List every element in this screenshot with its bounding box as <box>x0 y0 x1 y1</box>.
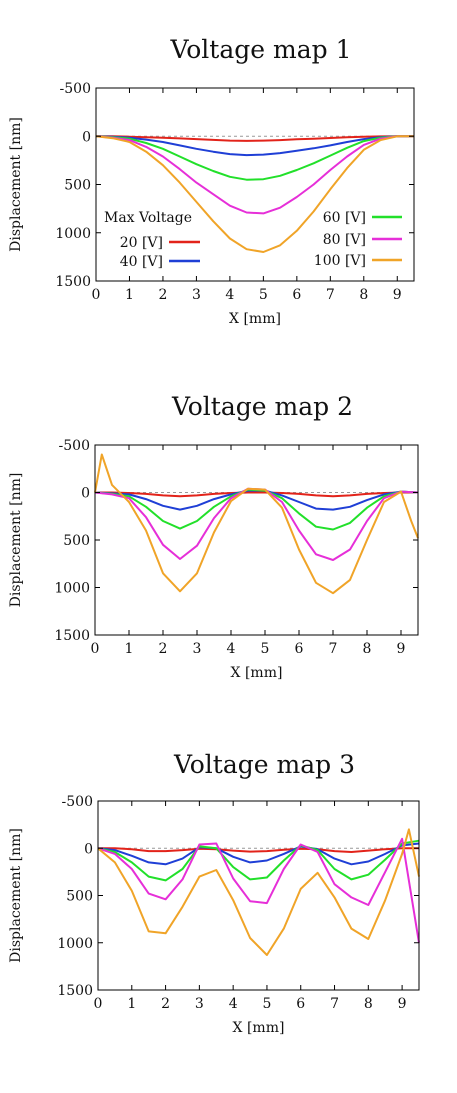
x-tick-label: 1 <box>127 996 136 1012</box>
plot-frame <box>97 800 420 991</box>
legend-title: Max Voltage <box>104 210 192 226</box>
legend-label: 40 [V] <box>120 254 163 270</box>
x-tick-label: 4 <box>227 641 236 657</box>
x-tick-label: 2 <box>159 641 168 657</box>
x-tick-label: 4 <box>225 287 234 303</box>
x-axis-label: X [mm] <box>231 665 283 681</box>
series-line-20v <box>95 491 418 498</box>
chart-title: Voltage map 3 <box>173 750 355 779</box>
x-tick-label: 6 <box>296 996 305 1012</box>
y-axis-label: Displacement [nm] <box>8 828 24 963</box>
x-tick-label: 0 <box>94 996 103 1012</box>
x-axis-label: X [mm] <box>229 311 281 327</box>
x-tick-label: 3 <box>192 287 201 303</box>
series-line-100v <box>95 135 414 253</box>
y-tick-label: 500 <box>64 178 91 194</box>
x-tick-label: 5 <box>262 996 271 1012</box>
y-tick-label: 1000 <box>54 581 90 597</box>
series-line-60v <box>94 488 419 531</box>
legend-label: 80 [V] <box>323 232 366 248</box>
x-tick-label: 7 <box>329 641 338 657</box>
y-tick-label: 0 <box>81 486 90 502</box>
series-line-60v <box>97 839 420 882</box>
series-line-80v <box>97 837 420 943</box>
y-tick-label: 1500 <box>55 274 91 290</box>
series-line-80v <box>95 135 414 215</box>
y-axis-label: Displacement [nm] <box>8 117 24 252</box>
legend-label: 100 [V] <box>314 253 366 269</box>
x-tick-label: 2 <box>161 996 170 1012</box>
y-tick-label: 0 <box>84 841 93 857</box>
chart-title: Voltage map 1 <box>170 35 352 64</box>
legend-label: 60 [V] <box>323 210 366 226</box>
x-tick-label: 5 <box>259 287 268 303</box>
x-tick-label: 9 <box>393 287 402 303</box>
plot-frame <box>95 87 415 282</box>
x-tick-label: 5 <box>261 641 270 657</box>
chart-title: Voltage map 2 <box>171 392 353 421</box>
chart-3: Voltage map 3 0 1 2 3 4 5 6 7 8 9 -500 0 500 1000 1500 X… <box>8 750 420 1036</box>
series-line-40v <box>95 135 414 157</box>
x-tick-label: 9 <box>398 996 407 1012</box>
x-tick-label: 1 <box>125 641 134 657</box>
x-tick-label: 8 <box>363 641 372 657</box>
series-line-20v <box>96 135 414 142</box>
y-tick-label: 1000 <box>57 936 93 952</box>
x-tick-label: 0 <box>91 641 100 657</box>
x-tick-label: 7 <box>330 996 339 1012</box>
x-tick-label: 3 <box>193 641 202 657</box>
x-tick-label: 6 <box>295 641 304 657</box>
series-line-40v <box>97 842 420 866</box>
y-tick-label: 1000 <box>55 226 91 242</box>
y-tick-label: 500 <box>66 889 93 905</box>
x-tick-label: 4 <box>229 996 238 1012</box>
series-line-20v <box>98 847 419 853</box>
chart-2: Voltage map 2 0 1 2 3 4 5 6 7 8 9 -500 0 500 1000 1500 X… <box>8 392 419 681</box>
y-tick-label: 0 <box>82 129 91 145</box>
y-tick-label: 1500 <box>54 628 90 644</box>
x-tick-label: 6 <box>292 287 301 303</box>
y-axis-label: Displacement [nm] <box>8 473 24 608</box>
x-tick-label: 0 <box>92 287 101 303</box>
x-tick-label: 8 <box>364 996 373 1012</box>
x-tick-label: 2 <box>158 287 167 303</box>
series-line-100v <box>94 453 419 595</box>
legend-label: 20 [V] <box>120 235 163 251</box>
plot-frame <box>94 444 419 636</box>
chart-1: Voltage map 1 0 1 2 3 4 5 6 7 8 9 -500 0 500 1000 1500 X… <box>8 35 415 327</box>
y-tick-label: -500 <box>59 438 90 454</box>
x-tick-label: 8 <box>359 287 368 303</box>
y-tick-label: -500 <box>62 794 93 810</box>
x-tick-label: 9 <box>397 641 406 657</box>
y-tick-label: 1500 <box>57 983 93 999</box>
y-tick-label: 500 <box>63 533 90 549</box>
x-tick-label: 3 <box>195 996 204 1012</box>
x-axis-label: X [mm] <box>233 1020 285 1036</box>
x-tick-label: 1 <box>125 287 134 303</box>
series-line-60v <box>95 135 414 181</box>
y-tick-label: -500 <box>60 81 91 97</box>
x-tick-label: 7 <box>326 287 335 303</box>
series-line-100v <box>97 828 420 956</box>
legend: Max Voltage 20 [V] 40 [V] 60 [V] 80 [V] 100 [… <box>104 210 402 270</box>
